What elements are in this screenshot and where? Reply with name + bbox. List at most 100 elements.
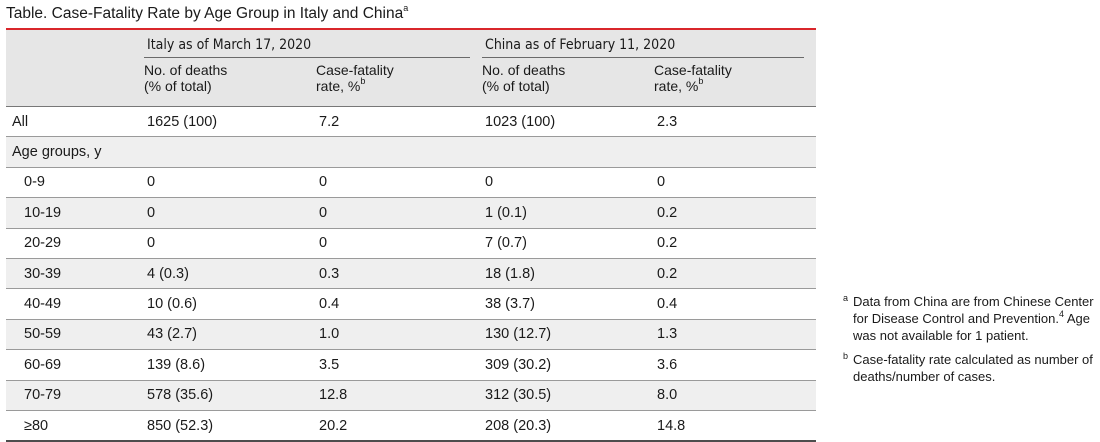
cell-china-deaths: 312 (30.5) (482, 380, 655, 411)
cell-italy-cfr: 7.2 (316, 106, 483, 138)
col-header-china-cfr: Case-fatality rate, %b (654, 62, 817, 107)
table-row: 30-39 4 (0.3) 0.3 18 (1.8) 0.2 (6, 258, 817, 290)
col-header-deaths-line2: (% of total) (482, 78, 550, 94)
cell-italy-deaths: 0 (144, 167, 316, 199)
cell-italy-deaths: 139 (8.6) (144, 349, 316, 381)
cell-china-cfr: 1.3 (654, 319, 817, 351)
table-row: 70-79 578 (35.6) 12.8 312 (30.5) 8.0 (6, 380, 817, 411)
cell-china-deaths: 130 (12.7) (482, 319, 655, 351)
table-title-text: Table. Case-Fatality Rate by Age Group i… (6, 5, 404, 22)
col-header-cfr-line2: rate, %b (316, 76, 482, 94)
cfr-footnote-marker: b (360, 76, 366, 87)
footnote-a: a Data from China are from Chinese Cente… (843, 293, 1099, 344)
table-row: ≥80 850 (52.3) 20.2 208 (20.3) 14.8 (6, 410, 817, 442)
row-label: All (6, 106, 144, 138)
col-header-italy-cfr: Case-fatality rate, %b (316, 62, 483, 107)
footnote-b: b Case-fatality rate calculated as numbe… (843, 351, 1099, 385)
footnote-b-text: Case-fatality rate calculated as number … (853, 352, 1093, 384)
table-row: 60-69 139 (8.6) 3.5 309 (30.2) 3.6 (6, 349, 817, 381)
group-header-china-rule: China as of February 11, 2020 (482, 35, 805, 58)
col-header-cfr-line2-text: rate, % (316, 78, 361, 94)
cell-italy-deaths: 10 (0.6) (144, 288, 316, 320)
cell-china-cfr: 3.6 (654, 349, 817, 381)
row-label: 20-29 (6, 228, 144, 259)
cell-china-deaths: 309 (30.2) (482, 349, 655, 381)
cell-china-deaths: 38 (3.7) (482, 288, 655, 320)
row-label: 10-19 (6, 197, 144, 229)
footnote-a-reference: 4 (1058, 308, 1064, 319)
cell-italy-cfr: 0 (316, 228, 483, 259)
cell-italy-deaths: 0 (144, 228, 316, 259)
cell-italy-cfr: 0.3 (316, 258, 483, 290)
cell-china-deaths (482, 136, 655, 168)
col-header-cfr-line2-text: rate, % (654, 78, 699, 94)
row-label: 60-69 (6, 349, 144, 381)
row-label: 70-79 (6, 380, 144, 411)
col-header-italy-deaths: No. of deaths (% of total) (144, 62, 316, 107)
table-title: Table. Case-Fatality Rate by Age Group i… (6, 2, 409, 23)
cell-china-cfr: 0.2 (654, 228, 817, 259)
cell-china-cfr (654, 136, 817, 168)
cell-italy-cfr: 0 (316, 167, 483, 199)
cell-china-deaths: 7 (0.7) (482, 228, 655, 259)
row-label: 50-59 (6, 319, 144, 351)
row-label: Age groups, y (6, 136, 144, 168)
cell-china-cfr: 0.2 (654, 197, 817, 229)
cell-italy-deaths: 1625 (100) (144, 106, 316, 138)
cell-italy-cfr: 12.8 (316, 380, 483, 411)
header-label-blank (6, 62, 144, 107)
table-body: All 1625 (100) 7.2 1023 (100) 2.3 Age gr… (6, 106, 817, 442)
cell-china-cfr: 0.2 (654, 258, 817, 290)
cell-italy-deaths: 43 (2.7) (144, 319, 316, 351)
table-title-bar: Table. Case-Fatality Rate by Age Group i… (6, 2, 816, 30)
group-header-italy: Italy as of March 17, 2020 (144, 30, 483, 62)
table-row: 0-9 0 0 0 0 (6, 167, 817, 199)
case-fatality-table: Italy as of March 17, 2020 China as of F… (6, 30, 817, 442)
table-header: Italy as of March 17, 2020 China as of F… (6, 30, 817, 107)
table-row: 20-29 0 0 7 (0.7) 0.2 (6, 228, 817, 259)
cell-china-cfr: 14.8 (654, 410, 817, 442)
cell-china-deaths: 208 (20.3) (482, 410, 655, 442)
footnote-a-text: Data from China are from Chinese Center … (853, 294, 1094, 326)
row-label: 0-9 (6, 167, 144, 199)
group-header-italy-rule: Italy as of March 17, 2020 (144, 35, 471, 58)
cell-china-deaths: 18 (1.8) (482, 258, 655, 290)
table-container: Italy as of March 17, 2020 China as of F… (6, 30, 817, 442)
table-row: 50-59 43 (2.7) 1.0 130 (12.7) 1.3 (6, 319, 817, 351)
table-row: 10-19 0 0 1 (0.1) 0.2 (6, 197, 817, 229)
col-header-cfr-line1: Case-fatality (316, 62, 394, 78)
cfr-footnote-marker: b (698, 76, 704, 87)
cell-italy-cfr: 0 (316, 197, 483, 229)
title-footnote-marker: a (403, 2, 409, 13)
group-header-row: Italy as of March 17, 2020 China as of F… (6, 30, 817, 62)
table-row: Age groups, y (6, 136, 817, 168)
cell-china-cfr: 0 (654, 167, 817, 199)
footnote-a-marker: a (843, 293, 849, 303)
cell-china-cfr: 0.4 (654, 288, 817, 320)
cell-italy-deaths: 4 (0.3) (144, 258, 316, 290)
cell-italy-deaths: 578 (35.6) (144, 380, 316, 411)
group-label-italy: Italy as of March 17, 2020 (147, 36, 312, 53)
table-row: All 1625 (100) 7.2 1023 (100) 2.3 (6, 106, 817, 138)
group-label-china: China as of February 11, 2020 (485, 36, 676, 53)
col-header-china-deaths: No. of deaths (% of total) (482, 62, 655, 107)
footnote-b-marker: b (843, 351, 849, 361)
col-header-cfr-line1: Case-fatality (654, 62, 732, 78)
cell-china-deaths: 0 (482, 167, 655, 199)
cell-china-deaths: 1023 (100) (482, 106, 655, 138)
column-header-row: No. of deaths (% of total) Case-fatality… (6, 62, 817, 107)
footnotes: a Data from China are from Chinese Cente… (843, 293, 1099, 392)
cell-italy-cfr: 3.5 (316, 349, 483, 381)
cell-italy-cfr: 1.0 (316, 319, 483, 351)
cell-italy-deaths: 850 (52.3) (144, 410, 316, 442)
cell-italy-cfr: 0.4 (316, 288, 483, 320)
cell-china-cfr: 2.3 (654, 106, 817, 138)
table-row: 40-49 10 (0.6) 0.4 38 (3.7) 0.4 (6, 288, 817, 320)
cell-italy-cfr (316, 136, 483, 168)
cell-italy-deaths (144, 136, 316, 168)
col-header-deaths-line2: (% of total) (144, 78, 212, 94)
row-label: 30-39 (6, 258, 144, 290)
row-label: ≥80 (6, 410, 144, 442)
cell-italy-deaths: 0 (144, 197, 316, 229)
cell-china-cfr: 8.0 (654, 380, 817, 411)
